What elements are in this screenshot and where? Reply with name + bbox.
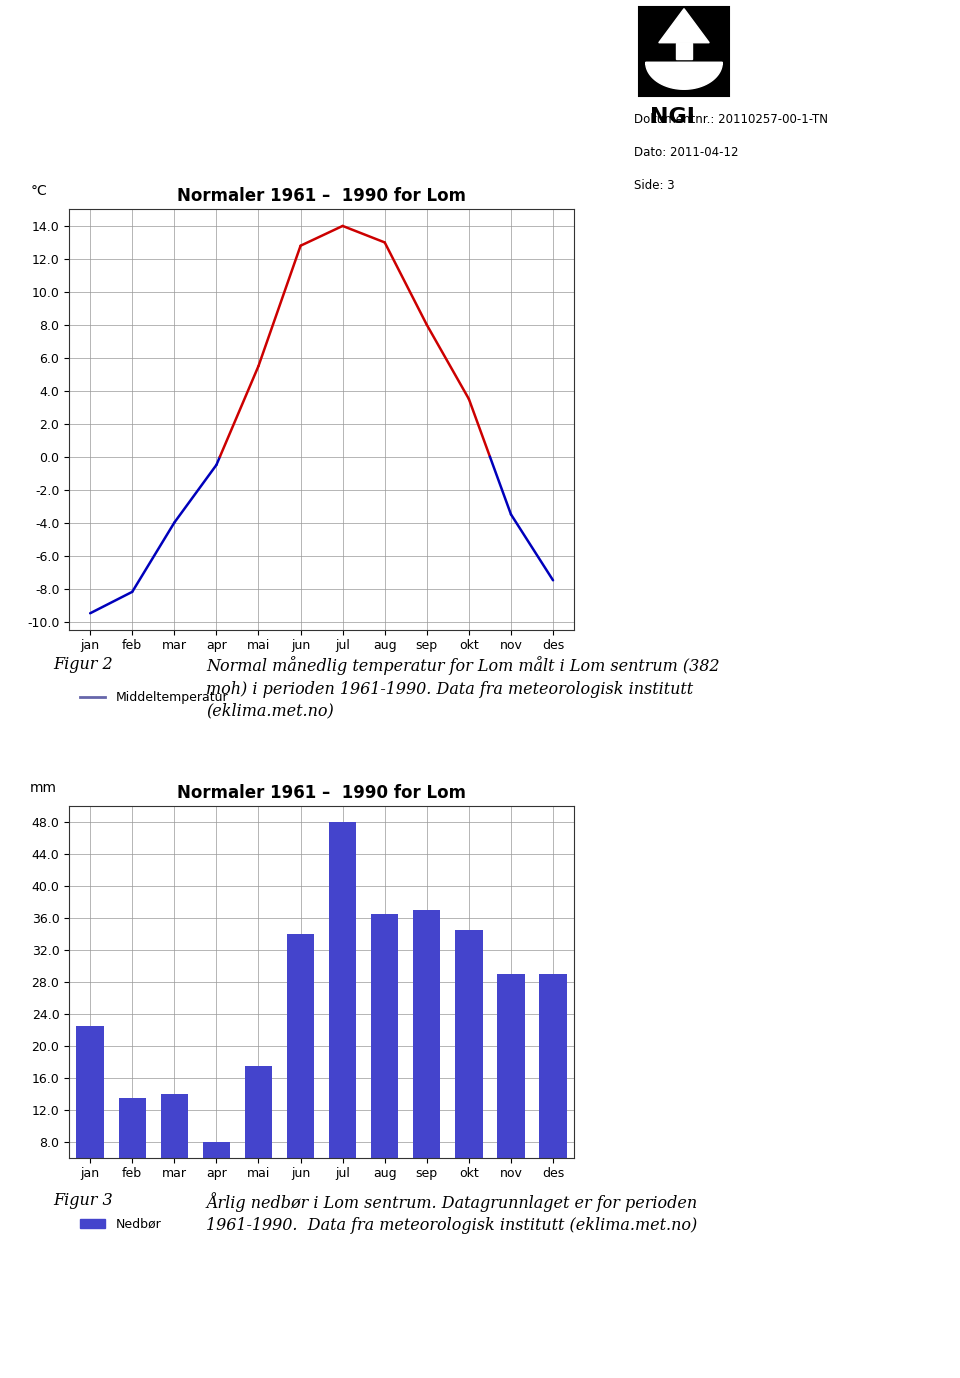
Polygon shape (646, 62, 722, 90)
Bar (160, 1094, 188, 1206)
Text: Normal månedlig temperatur for Lom målt i Lom sentrum (382
moh) i perioden 1961-: Normal månedlig temperatur for Lom målt … (206, 656, 720, 719)
Text: Årlig nedbør i Lom sentrum. Datagrunnlaget er for perioden
1961-1990.  Data fra : Årlig nedbør i Lom sentrum. Datagrunnlag… (206, 1192, 698, 1235)
Polygon shape (659, 8, 709, 43)
Text: NGI: NGI (650, 107, 694, 127)
Bar (77, 1025, 104, 1206)
Bar (540, 974, 566, 1206)
Title: Normaler 1961 –  1990 for Lom: Normaler 1961 – 1990 for Lom (177, 784, 467, 802)
Bar (413, 909, 441, 1206)
Legend: Middeltemperatur: Middeltemperatur (76, 686, 233, 710)
Bar (245, 1065, 272, 1206)
Text: Side: 3: Side: 3 (634, 179, 674, 192)
Legend: Nedbør: Nedbør (76, 1213, 166, 1236)
Text: Figur 2: Figur 2 (53, 656, 112, 674)
Text: Dato: 2011-04-12: Dato: 2011-04-12 (634, 146, 738, 158)
Bar (119, 1098, 146, 1206)
Bar (372, 914, 398, 1206)
Bar (329, 823, 356, 1206)
Text: Dokumentnr.: 20110257-00-1-TN: Dokumentnr.: 20110257-00-1-TN (634, 113, 828, 125)
Bar (455, 930, 483, 1206)
Polygon shape (646, 62, 722, 90)
Bar (638, 65, 730, 96)
Bar (287, 934, 314, 1206)
Bar (497, 974, 524, 1206)
Bar (638, 7, 730, 65)
Text: Figur 3: Figur 3 (53, 1192, 112, 1210)
Text: mm: mm (30, 781, 58, 795)
Polygon shape (676, 43, 692, 59)
Text: °C: °C (30, 185, 47, 198)
Bar (203, 1141, 230, 1206)
Title: Normaler 1961 –  1990 for Lom: Normaler 1961 – 1990 for Lom (177, 187, 467, 205)
